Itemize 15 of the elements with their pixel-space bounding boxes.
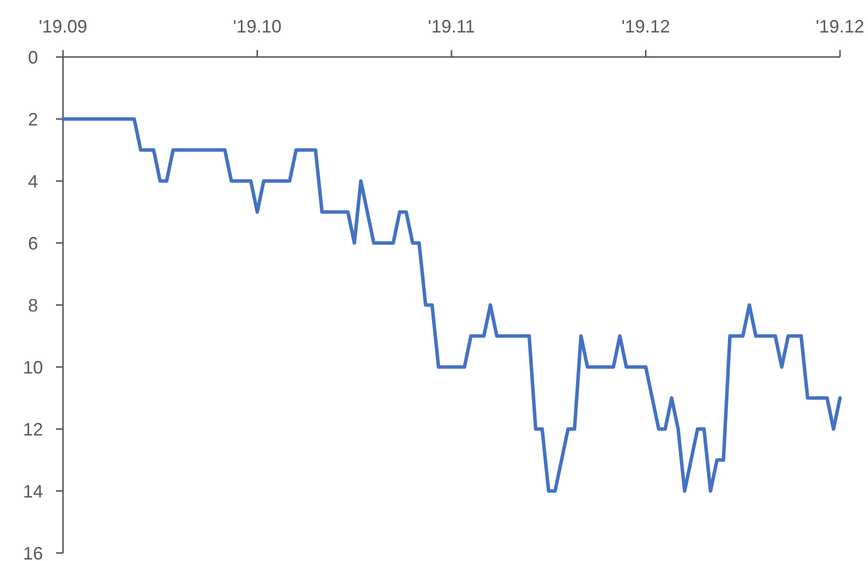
y-tick-label: 14 <box>22 481 44 502</box>
x-tick-label: '19.10 <box>233 16 282 37</box>
y-tick-label: 0 <box>28 47 38 68</box>
y-tick-label: 16 <box>22 543 44 561</box>
y-tick-label: 6 <box>28 233 38 254</box>
x-tick-label: '19.11 <box>428 16 476 37</box>
x-tick-label: '19.12 <box>816 16 864 37</box>
y-tick-label: 8 <box>28 295 38 316</box>
y-tick-label: 12 <box>22 419 44 440</box>
x-tick-label: '19.09 <box>38 16 88 37</box>
line-series <box>61 117 842 493</box>
x-tick-label: '19.12 <box>622 16 670 37</box>
y-tick-label: 10 <box>22 357 44 378</box>
y-tick-label: 2 <box>28 109 38 130</box>
y-tick-label: 4 <box>28 171 38 192</box>
